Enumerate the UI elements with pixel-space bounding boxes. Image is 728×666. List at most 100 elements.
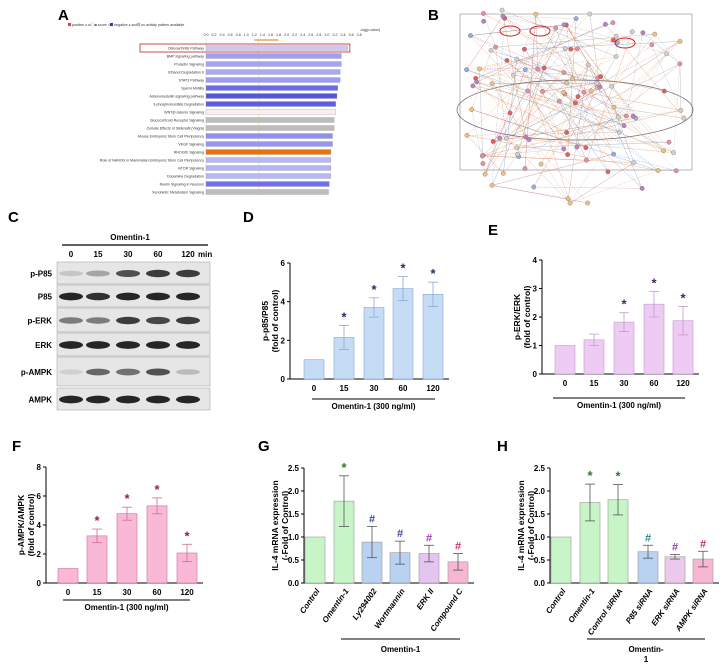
x-tick-label: 30	[620, 379, 629, 388]
network-edge	[484, 48, 578, 175]
significance-star: *	[124, 491, 130, 506]
network-edge	[483, 13, 496, 48]
pathway-bar	[205, 109, 336, 115]
x-tick-label: 60	[399, 384, 408, 393]
blot-band	[146, 316, 170, 325]
axis-tick-label: 0.4	[220, 33, 225, 37]
network-node	[613, 33, 619, 39]
network-edge	[567, 53, 667, 155]
network-edge	[563, 24, 664, 151]
pathway-label: Dopamine Degradation	[167, 175, 204, 179]
network-edge	[569, 170, 659, 204]
network-node	[514, 145, 520, 151]
network-node	[482, 171, 488, 177]
network-edge	[479, 68, 528, 92]
network-edge	[470, 35, 600, 88]
network-edge	[566, 24, 615, 108]
significance-star: *	[400, 261, 406, 276]
bar	[57, 568, 79, 584]
pathway-label: 3-phosphoinositide Degradation	[153, 103, 204, 107]
group-label: Omentin-1 (300 ng/ml)	[331, 402, 415, 411]
axis-tick-label: 0.0	[204, 33, 209, 37]
network-edge	[563, 78, 573, 93]
network-node	[470, 83, 476, 89]
network-edge	[679, 63, 682, 111]
pathway-label: WNT/β-catenin Signaling	[164, 111, 204, 115]
bar	[422, 294, 444, 380]
network-node	[639, 186, 645, 191]
network-node	[489, 182, 495, 188]
network-edge	[575, 102, 625, 126]
network-node	[474, 79, 479, 85]
network-edge	[564, 93, 659, 171]
y-tick-label: 0.5	[534, 556, 546, 565]
network-node	[568, 46, 574, 52]
y-tick-label: 0.0	[288, 579, 300, 588]
panel-c-western-blot: Omentin-1 0 15 30 60 120 min p-P85 P85 p-ERK ERK p-…	[21, 233, 212, 411]
x-tick-label: 0	[66, 588, 71, 597]
network-edge	[490, 50, 560, 102]
network-edge	[471, 109, 659, 171]
network-node	[464, 67, 469, 72]
blot-band	[86, 395, 110, 404]
network-node	[565, 196, 571, 201]
network-edge	[495, 47, 507, 139]
y-tick-label: 0	[281, 375, 286, 384]
network-edge	[482, 155, 634, 163]
bar	[363, 307, 385, 380]
pathway-bar	[205, 133, 333, 139]
panel-label-A: A	[58, 7, 69, 24]
blot-band	[116, 292, 140, 301]
significance-hash: #	[455, 541, 461, 553]
pathway-bar	[205, 141, 333, 147]
y-axis-label: (fold of control)	[26, 493, 36, 556]
network-node	[515, 151, 520, 157]
network-frame	[459, 13, 693, 171]
time-label: 60	[154, 250, 163, 259]
network-node	[630, 113, 636, 119]
x-tick-label: 120	[180, 588, 194, 597]
axis-tick-label: 2.6	[308, 33, 313, 37]
chart-F: 0 2 4 6 8 p-AMPK/AMPK (fold of control) 0 * 15 * 30…	[16, 463, 203, 612]
network-node	[514, 56, 520, 62]
network-edge	[479, 68, 483, 156]
y-axis-label: p-AMPK/AMPK	[16, 494, 26, 555]
network-edge	[466, 132, 620, 136]
network-node	[561, 146, 567, 152]
axis-tick-label: 3.8	[357, 33, 362, 37]
network-edge	[563, 56, 617, 150]
network-edge	[517, 67, 545, 155]
network-edge	[642, 32, 681, 64]
pathway-label: Reelin Signaling in Neurons	[160, 183, 205, 187]
network-node	[500, 13, 506, 19]
network-edge	[613, 153, 677, 171]
network-edge	[503, 59, 517, 174]
pathway-label: Mouse Embryonic Stem Cell Pluripotency	[138, 135, 204, 139]
network-edge	[491, 24, 565, 186]
network-edge	[466, 33, 655, 70]
network-edge	[567, 64, 589, 199]
network-edge	[517, 117, 619, 155]
network-edge	[566, 24, 573, 79]
network-edge	[525, 69, 571, 204]
time-label: 30	[124, 250, 133, 259]
significance-star: *	[94, 513, 100, 528]
panel-label-H: H	[497, 438, 508, 455]
x-tick-label: 0	[563, 379, 568, 388]
time-label: 0	[69, 250, 74, 259]
axis-tick-label: 1.2	[252, 33, 257, 37]
y-tick-label: 2.5	[288, 464, 300, 473]
significance-hash: #	[369, 513, 375, 525]
blot-band	[116, 368, 140, 376]
network-edge	[572, 56, 617, 79]
network-edge	[479, 68, 579, 97]
significance-star: *	[680, 290, 686, 305]
network-edge	[586, 31, 633, 161]
significance-star: *	[184, 528, 190, 543]
blot-row-label: p-AMPK	[21, 368, 52, 377]
x-tick-label: P85 siRNA	[624, 587, 655, 625]
network-edge	[542, 82, 597, 92]
pathway-bar	[205, 173, 332, 179]
